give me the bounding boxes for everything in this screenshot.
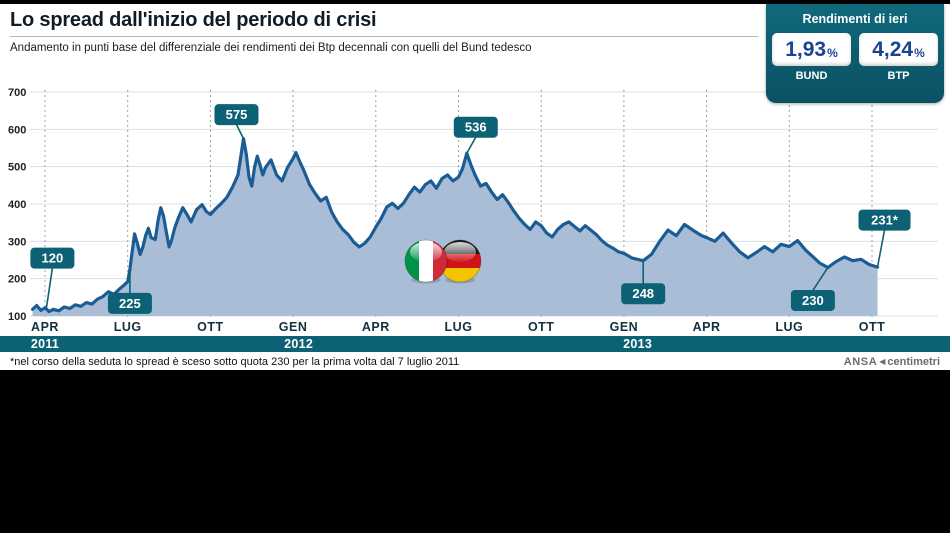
content-area: Lo spread dall'inizio del periodo di cri… [0, 4, 950, 370]
y-axis-label: 600 [8, 124, 26, 136]
callout-label: 230 [802, 293, 824, 308]
bund-value-box: 1,93% [772, 33, 851, 66]
yields-box-title: Rendimenti di ieri [802, 12, 908, 26]
bund-value: 1,93 [785, 37, 827, 61]
yield-item-btp: 4,24% BTP [859, 33, 938, 82]
callout-badge [214, 104, 259, 126]
spread-line [31, 137, 880, 314]
callout-badge [621, 283, 666, 305]
italy-flag-icon-ring [404, 239, 448, 283]
x-axis-label: APR [362, 320, 390, 334]
page-title: Lo spread dall'inizio del periodo di cri… [10, 9, 377, 31]
footer: *nel corso della seduta lo spread è sces… [0, 356, 950, 370]
callout-label: 120 [42, 251, 64, 266]
x-axis-label: GEN [610, 320, 639, 334]
x-axis-label: LUG [114, 320, 142, 334]
bund-label: BUND [795, 70, 828, 82]
btp-value-box: 4,24% [859, 33, 938, 66]
ansa-wordmark: ANSA [843, 356, 878, 368]
header: Lo spread dall'inizio del periodo di cri… [10, 9, 758, 54]
page-subtitle: Andamento in punti base del differenzial… [10, 42, 532, 54]
callout-line [466, 136, 477, 154]
callout-line [45, 268, 54, 309]
callout-line [812, 267, 829, 291]
callout-line [235, 124, 245, 140]
spread-area [32, 138, 878, 316]
callout-badge [453, 116, 498, 138]
btp-value: 4,24 [872, 37, 914, 61]
x-axis-label: LUG [445, 320, 473, 334]
y-axis-label: 100 [8, 311, 26, 323]
x-axis-label: GEN [279, 320, 308, 334]
y-axis-label: 400 [8, 199, 26, 211]
year-label: 2011 [30, 337, 60, 351]
callout-label: 575 [226, 107, 248, 122]
credit-logo: ANSA ◀ centimetri [844, 356, 940, 368]
yield-item-bund: 1,93% BUND [772, 33, 851, 82]
x-axis-label: APR [693, 320, 721, 334]
x-axis-label: OTT [528, 320, 555, 334]
callout-label: 536 [465, 120, 487, 135]
footnote: *nel corso della seduta lo spread è sces… [10, 356, 460, 368]
x-axis-label: OTT [197, 320, 224, 334]
callout-badge [858, 209, 911, 231]
callout-label: 248 [632, 286, 654, 301]
germany-flag-icon [439, 240, 481, 282]
year-axis-bar: 2011 2012 2013 [0, 336, 950, 352]
header-divider [10, 36, 758, 37]
callout-label: 231* [871, 213, 899, 228]
btp-label: BTP [887, 70, 910, 82]
y-axis-label: 500 [8, 162, 26, 174]
btp-percent-sign: % [914, 46, 925, 60]
y-axis-label: 700 [8, 87, 26, 99]
yields-values-row: 1,93% BUND 4,24% BTP [766, 33, 944, 82]
bund-percent-sign: % [827, 46, 838, 60]
callout-line [876, 229, 886, 268]
y-axis-label: 200 [8, 274, 26, 286]
credit-diamond-icon: ◀ [879, 357, 886, 366]
italy-flag-icon [405, 240, 447, 282]
spread-chart: 700 600 500 400 300 200 100 APR LUG OTT GEN APR LUG O… [8, 87, 938, 334]
callout-badge [30, 247, 75, 269]
callout-badge [790, 289, 835, 311]
x-axis-label: LUG [775, 320, 803, 334]
yields-box: Rendimenti di ieri 1,93% BUND 4,24% BTP [766, 4, 944, 103]
y-axis-label: 300 [8, 236, 26, 248]
x-axis-label: APR [31, 320, 59, 334]
x-axis-label: OTT [859, 320, 886, 334]
centimetri-wordmark: centimetri [887, 356, 940, 368]
year-label: 2012 [284, 337, 314, 351]
year-label: 2013 [623, 337, 653, 351]
callout-label: 225 [119, 296, 141, 311]
callout-badge [107, 292, 152, 314]
